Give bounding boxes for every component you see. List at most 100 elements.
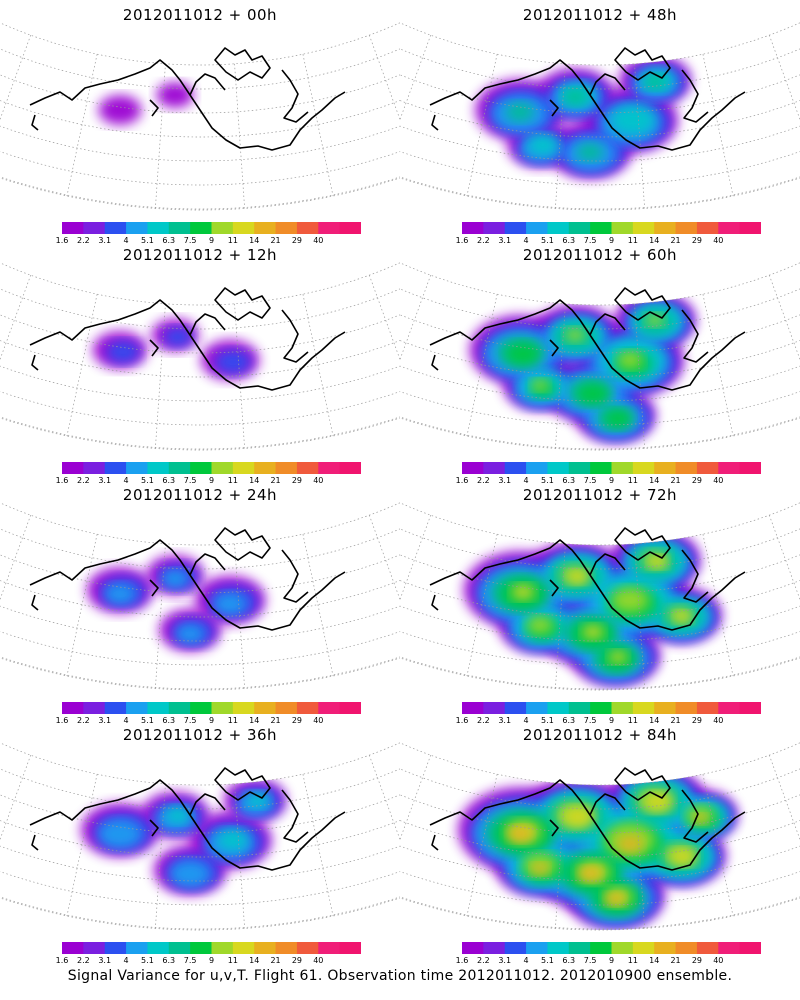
colorbar-swatch	[147, 222, 170, 234]
colorbar-tick-label: 11	[627, 476, 638, 485]
colorbar-swatch	[83, 942, 106, 954]
colorbar-swatch	[104, 942, 127, 954]
colorbar-tick-label: 3.1	[498, 476, 512, 485]
colorbar-swatch	[483, 702, 506, 714]
colorbar-swatch	[632, 222, 655, 234]
colorbar-swatch	[211, 702, 234, 714]
colorbar-swatch	[232, 462, 255, 474]
colorbar-swatch	[318, 222, 341, 234]
colorbar-tick-label: 5.1	[141, 716, 154, 725]
colorbar-swatch	[190, 222, 212, 234]
colorbar-tick-label: 4	[123, 716, 129, 725]
coastline	[429, 287, 746, 391]
colorbar-tick-label: 29	[291, 476, 303, 485]
variance-blob	[217, 829, 249, 851]
colorbar-labels: 1.6 2.2 3.1 4 5.1 6.3 7.5 9 11 14 21 29 40	[452, 236, 772, 246]
colorbar-tick-label: 9	[208, 476, 215, 485]
colorbar-tick-label: 40	[313, 236, 324, 245]
panel-title: 2012011012 + 36h	[122, 726, 278, 744]
coastline	[429, 767, 746, 871]
colorbar-tick-label: 29	[291, 956, 303, 965]
colorbar-tick-label: 5.1	[541, 716, 554, 725]
colorbar-swatch	[168, 702, 191, 714]
colorbar-swatch	[696, 462, 719, 474]
colorbar-tick-label: 1.6	[55, 716, 69, 725]
colorbar-tick-label: 21	[670, 956, 681, 965]
colorbar-tick-label: 4	[523, 476, 529, 485]
colorbar-tick-label: 7.5	[583, 956, 597, 965]
variance-blob	[175, 624, 205, 644]
variance-blob	[576, 382, 610, 406]
colorbar-tick-label: 14	[649, 476, 660, 485]
colorbar-swatch	[654, 222, 677, 234]
colorbar-labels: 1.6 2.2 3.1 4 5.1 6.3 7.5 9 11 14 21 29 40	[52, 716, 372, 726]
colorbar-swatch	[147, 702, 170, 714]
map-panel: 2012011012 + 72h 1.6 2.2 3.1 4 5.1 6.3 7.5 9 11 14…	[400, 480, 800, 725]
variance-blob	[98, 819, 142, 849]
colorbar-swatch	[275, 462, 298, 474]
colorbar-swatch	[62, 222, 84, 234]
colorbar-tick-label: 14	[649, 956, 660, 965]
variance-blob	[608, 650, 628, 664]
graticule	[400, 262, 800, 451]
colorbar-tick-label: 11	[227, 716, 238, 725]
colorbar-tick-label: 7.5	[583, 236, 597, 245]
variance-blob	[562, 88, 588, 106]
variance-blob	[531, 379, 549, 391]
colorbar-tick-label: 21	[270, 476, 281, 485]
colorbar-tick-label: 3.1	[98, 716, 112, 725]
colorbar-swatch	[526, 462, 548, 474]
colorbar-tick-label: 4	[123, 956, 129, 965]
colorbar-tick-label: 21	[670, 476, 681, 485]
graticule	[400, 22, 800, 211]
colorbar-tick-label: 1.6	[455, 716, 469, 725]
colorbar-swatch	[296, 702, 319, 714]
variance-blob	[531, 863, 549, 875]
colorbar-tick-label: 3.1	[98, 236, 112, 245]
colorbar-swatch	[275, 222, 298, 234]
variance-map	[0, 262, 400, 451]
colorbar-tick-label: 11	[227, 236, 238, 245]
colorbar-swatch	[696, 942, 719, 954]
variance-field	[458, 765, 738, 930]
colorbar-swatch	[254, 942, 277, 954]
colorbar-tick-label: 3.1	[98, 956, 112, 965]
variance-blob	[670, 848, 696, 866]
colorbar-swatch	[483, 222, 506, 234]
colorbar-swatch	[339, 702, 361, 714]
colorbar-tick-label: 7.5	[183, 956, 197, 965]
panel-title: 2012011012 + 48h	[522, 6, 678, 24]
colorbar-swatch	[104, 702, 127, 714]
colorbar-tick-label: 2.2	[76, 956, 90, 965]
colorbar-swatch	[211, 942, 234, 954]
colorbar-swatch	[739, 942, 761, 954]
colorbar-tick-label: 3.1	[498, 716, 512, 725]
colorbar-swatch	[611, 462, 634, 474]
colorbar-swatch	[211, 222, 234, 234]
variance-field	[92, 318, 260, 381]
colorbar-swatch	[654, 942, 677, 954]
map-panel: 2012011012 + 48h 1.6 2.2 3.1 4 5.1 6.3 7.5 9 11 14…	[400, 0, 800, 245]
variance-blob	[527, 134, 559, 156]
colorbar-tick-label: 7.5	[583, 716, 597, 725]
colorbar-tick-label: 7.5	[183, 476, 197, 485]
variance-blob	[610, 105, 656, 135]
colorbar-tick-label: 1.6	[455, 476, 469, 485]
colorbar-swatch	[339, 462, 361, 474]
colorbar-swatch	[504, 702, 527, 714]
colorbar-tick-label: 2.2	[76, 716, 90, 725]
coastline	[429, 527, 746, 631]
colorbar-swatch	[339, 222, 361, 234]
colorbar-tick-label: 6.3	[562, 236, 576, 245]
colorbar-tick-label: 29	[291, 716, 303, 725]
colorbar-tick-label: 1.6	[455, 236, 469, 245]
colorbar-tick-label: 7.5	[583, 476, 597, 485]
colorbar-tick-label: 4	[123, 236, 129, 245]
colorbar	[462, 942, 761, 954]
colorbar-tick-label: 1.6	[455, 956, 469, 965]
colorbar-swatch	[62, 462, 84, 474]
variance-blob	[505, 342, 541, 366]
colorbar-tick-label: 3.1	[98, 476, 112, 485]
colorbar	[462, 702, 761, 714]
coastline	[29, 527, 346, 631]
